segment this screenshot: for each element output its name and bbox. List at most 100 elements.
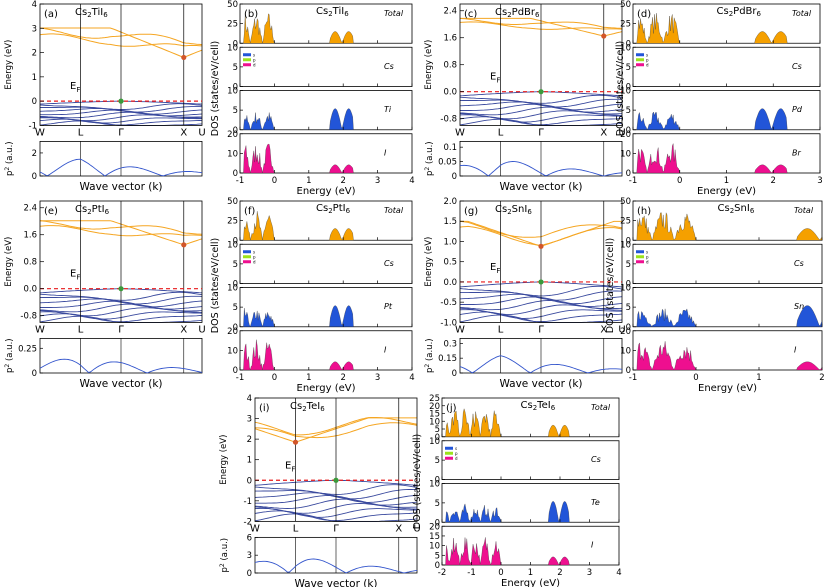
fermi-sub: F <box>76 274 80 282</box>
title-part: 6 <box>344 10 349 18</box>
y-tick-label: 15 <box>429 532 440 542</box>
k-label-1: L <box>293 523 299 534</box>
dos-name-label: I <box>384 345 387 354</box>
p2-unit: (a.u.) <box>5 141 15 166</box>
dos-name-label: Pt <box>384 302 393 311</box>
y-tick-label: 10 <box>227 149 238 159</box>
title-part: 2 <box>533 404 537 412</box>
y-tick-label: 5 <box>233 260 238 270</box>
p2-p: p <box>220 567 230 572</box>
fermi-label: EF <box>490 72 500 85</box>
y-tick-label: 0 <box>626 236 631 246</box>
legend-swatch-d <box>243 63 251 67</box>
y-tick-label: 10 <box>227 240 238 250</box>
x-axis-label: Wave vector (k) <box>499 181 582 193</box>
y-tick-label: 0 <box>247 476 252 486</box>
vbm-marker <box>538 89 544 95</box>
y-tick-label: 2 <box>32 49 37 59</box>
dos-fill <box>240 339 412 371</box>
x-axis-label: Energy (eV) <box>297 186 356 197</box>
x-axis-label: Energy (eV) <box>501 578 560 587</box>
x-tick-label: 1 <box>528 568 533 578</box>
y-tick-label: 1 <box>247 456 252 466</box>
dos-fill <box>633 143 820 174</box>
y-tick-label: 25 <box>429 394 440 404</box>
title-part: Cs <box>718 203 730 214</box>
p2-sup: 2 <box>424 364 431 368</box>
y-tick-label: -1 <box>244 497 252 507</box>
k-label-3: X <box>180 127 187 138</box>
p2-tick-label: 0 <box>247 569 252 579</box>
y-tick-label: 0 <box>233 366 238 376</box>
k-label-1: L <box>498 324 504 335</box>
title-part: 2 <box>87 208 91 216</box>
dos-name-label: Total <box>591 403 611 412</box>
panel-label: (g) <box>464 206 478 217</box>
title-part: Cs <box>495 7 507 18</box>
title-part: PdBr <box>733 6 757 17</box>
dos-subpanel-cs: 0 5 10 Cs spd <box>429 437 620 486</box>
x-tick-label: 0 <box>272 176 277 186</box>
y-tick-label: 2.4 <box>443 7 457 17</box>
p2-unit: (a.u.) <box>425 141 435 166</box>
legend-swatch-d <box>636 63 644 67</box>
y-tick-label: 0 <box>435 518 440 528</box>
title-part: Cs <box>717 6 729 17</box>
k-label-1: L <box>78 324 84 335</box>
y-tick-label: 5 <box>233 63 238 73</box>
p2-p: p <box>5 368 15 373</box>
k-label-3: X <box>600 324 607 335</box>
y-tick-label: -1.0 <box>440 318 457 328</box>
y-tick-label: 0 <box>233 236 238 246</box>
dos-name-label: Sn <box>794 302 804 311</box>
dos-name-label: Cs <box>794 259 804 268</box>
p2-p: p <box>425 368 435 373</box>
dos-name-label: Total <box>384 206 404 215</box>
x-axis-label: Wave vector (k) <box>79 378 162 390</box>
y-tick-label: 3 <box>32 24 37 34</box>
fermi-E: E <box>490 262 496 273</box>
y-tick-label: 10 <box>620 284 631 294</box>
y-tick-label: 10 <box>227 284 238 294</box>
x-tick-label: 4 <box>409 373 414 383</box>
dos-fill <box>633 212 823 241</box>
title-part: 2 <box>328 10 332 18</box>
y-tick-label: 1 <box>32 73 37 83</box>
fermi-sub: F <box>291 465 295 473</box>
title-part: 2 <box>302 405 306 413</box>
cbm-marker <box>292 439 299 445</box>
y-axis-label: DOS (states/eV/cell) <box>210 238 221 333</box>
p2-tick-label: 0 <box>32 369 37 379</box>
p2-sup: 2 <box>4 167 11 171</box>
dos-fill <box>240 305 412 328</box>
y-axis-label: Energy (eV) <box>424 40 434 90</box>
dos-name-label: Total <box>792 9 812 18</box>
dos-fill <box>240 13 412 44</box>
panel-label: (e) <box>44 206 58 217</box>
y-tick-label: 10 <box>429 417 440 427</box>
p2-ylabel: p2 (a.u.) <box>4 141 15 176</box>
band-panel-g: W L Γ X U -1.0 -0.5 0.0 0.5 1.0 1.5 2.0 Energy (eV) (… <box>424 197 626 390</box>
y-axis-label: DOS (states/eV/cell) <box>412 434 423 529</box>
y-tick-label: 0 <box>626 323 631 333</box>
p2-tick-label: 2 <box>32 149 37 159</box>
p2-ylabel: p2 (a.u.) <box>424 141 435 176</box>
title-part: Cs <box>316 6 328 17</box>
dos-subpanel-ti: 0 5 10 Ti <box>227 87 413 136</box>
title-part: SnI <box>734 203 750 214</box>
dos-subpanel-cs: 0 5 10 Cs spd <box>227 43 413 93</box>
x-tick-label: 3 <box>375 373 380 383</box>
panel-title: Cs2PtI6 <box>75 204 110 216</box>
panel-label: (j) <box>446 403 457 414</box>
legend-label-s: s <box>253 249 255 254</box>
fermi-E: E <box>490 72 496 83</box>
y-tick-label: 20 <box>429 522 440 532</box>
dos-name-label: Pd <box>792 105 803 114</box>
p2-tick-label: 0 <box>32 172 37 182</box>
title-part: 6 <box>320 405 325 413</box>
x-tick-label: -1 <box>629 373 637 383</box>
y-tick-label: -2 <box>244 517 252 527</box>
